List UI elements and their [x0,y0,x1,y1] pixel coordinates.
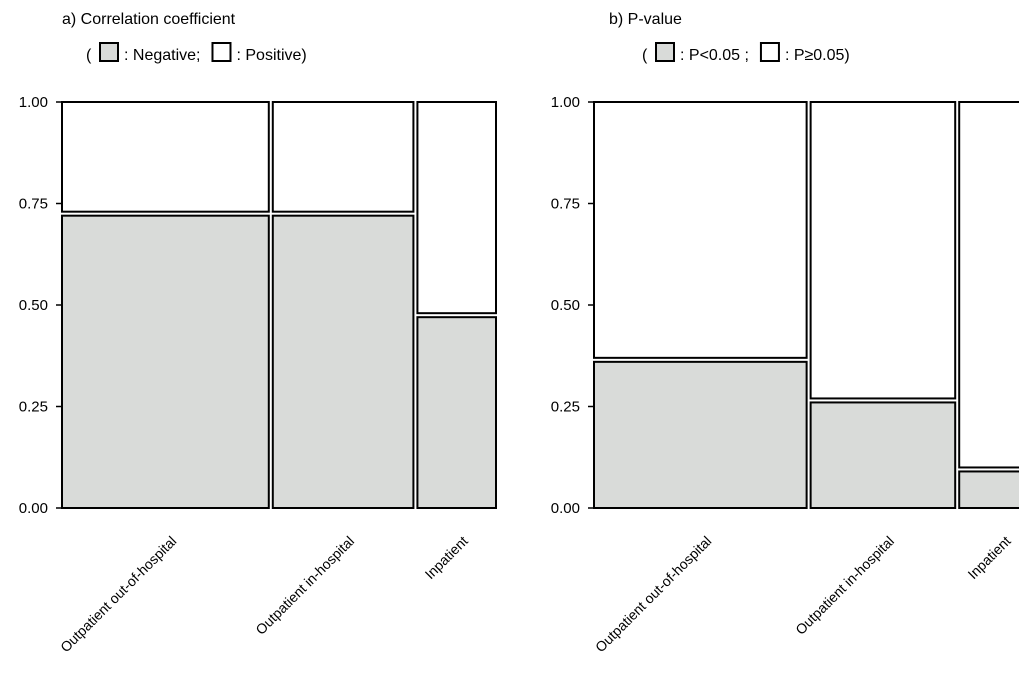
legend: ( : P<0.05 ; : P≥0.05) [642,42,850,64]
tile-p-0-05 [809,101,957,400]
y-tick-label: 1.00 [551,94,580,111]
tile-positive [271,101,415,213]
tile-p-0-05 [809,401,957,509]
legend-open-paren: ( [642,47,648,64]
y-tick-label: 0.25 [551,399,580,416]
y-tick-label: 0.75 [551,196,580,213]
legend-swatch [211,42,232,62]
tile-p-0-05 [593,101,808,359]
y-tick-label: 0.25 [19,399,48,416]
tile-positive [61,101,270,213]
legend-label: : P<0.05 ; [680,47,749,64]
legend-label: : Negative; [124,47,200,64]
category-label: Outpatient in-hospital [252,533,357,638]
legend-open-paren: ( [86,47,92,64]
panel-a: a) Correlation coefficient ( : Negative; : … [19,11,498,655]
y-tick-label: 0.00 [19,500,48,517]
panel-title: b) P-value [609,11,682,28]
tile-p-0-05 [958,470,1019,509]
legend-swatch [99,42,119,62]
y-tick-label: 0.50 [19,297,48,314]
panel-title: a) Correlation coefficient [62,11,236,28]
legend: ( : Negative; : Positive) [86,42,307,64]
category-label: Outpatient out-of-hospital [57,533,179,655]
category-label: Inpatient [422,533,471,582]
category-label: Inpatient [964,533,1013,582]
y-tick-label: 0.00 [551,500,580,517]
legend-label: : P≥0.05) [785,47,850,64]
tile-p-0-05 [958,101,1019,469]
tile-negative [271,214,415,509]
panel-b: b) P-value ( : P<0.05 ; : P≥0.05) 1.00 0.75 0.… [551,11,1019,655]
y-tick-label: 1.00 [19,94,48,111]
tile-negative [61,214,270,509]
y-tick-label: 0.50 [551,297,580,314]
legend-label: : Positive) [236,47,306,64]
tile-negative [416,316,498,509]
tile-p-0-05 [593,360,808,509]
category-label: Outpatient out-of-hospital [592,533,714,655]
category-label: Outpatient in-hospital [792,533,897,638]
tile-positive [416,101,498,315]
legend-swatch [759,42,780,62]
legend-swatch [655,42,675,62]
y-tick-label: 0.75 [19,196,48,213]
